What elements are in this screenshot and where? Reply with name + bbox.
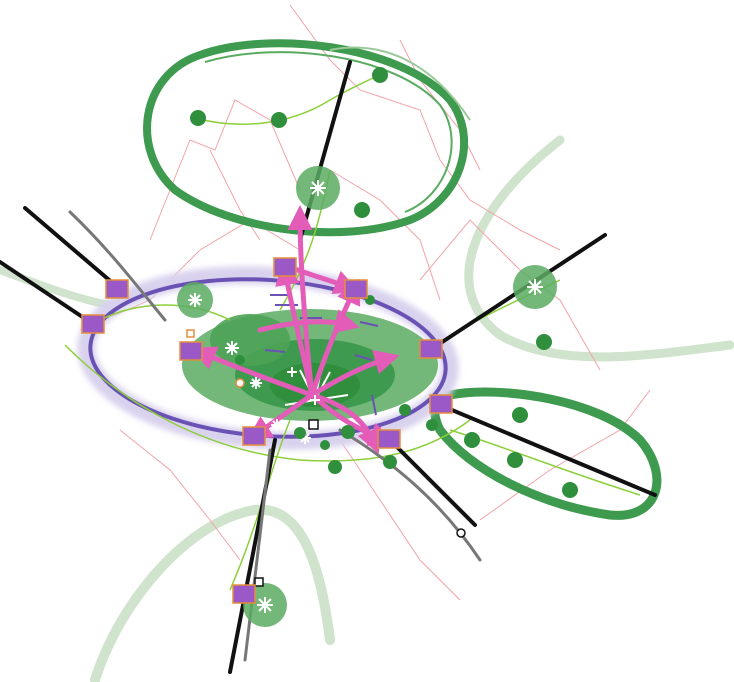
green-dot-icon [512,407,528,423]
green-dot-icon [426,419,438,431]
black-line [298,60,352,242]
hub-stars [188,180,543,613]
purple-square-connector [179,341,203,361]
green-dot-icon [320,440,330,450]
pale-sweep-bottom-left [90,504,335,682]
green-dot-icon [190,110,206,126]
top-ring-curve [194,71,386,125]
green-dot-icon [354,202,370,218]
green-dot-icon [507,452,523,468]
pink-line [479,389,651,521]
right-ring-cluster [430,387,662,520]
top-ring-tail [329,46,471,121]
top-ring-inner-stroke [204,51,453,213]
arrow [287,205,315,398]
lime-curve [64,344,471,462]
black-line [0,260,92,324]
green-dot-icon [383,455,397,469]
arrow [309,392,382,455]
orange-marker-icon [235,378,245,388]
green-dot-icon [536,334,552,350]
central-blob-lobe [210,314,290,366]
markers [186,329,466,587]
green-dot-icon [562,482,578,498]
asterisk-star-icon [257,597,273,613]
pink-line [209,149,261,241]
pale-sweep-right [464,135,734,362]
green-dot-icon [464,432,480,448]
black-line [438,403,657,497]
pink-line [149,99,301,241]
purple-square-connector [232,584,256,604]
black-line [23,206,117,287]
top-ring-stroke [143,39,469,237]
tick [371,394,377,416]
asterisk-star-icon [271,419,283,431]
arrow [257,309,360,334]
green-dot-icon [271,112,287,128]
thick-lines [0,60,657,674]
top-ring-cluster [143,39,471,237]
purple-square-connector [377,429,401,449]
asterisk-star-icon [225,341,239,355]
pink-line [119,429,241,561]
arrow [190,346,315,398]
orange-marker-icon [186,329,195,338]
green-dot-icon [399,404,411,416]
purple-square-connector [105,279,129,299]
purple-square-connector [344,279,368,299]
asterisk-star-icon [287,367,297,377]
lime-curve [99,304,231,321]
green-dots [190,67,578,498]
connectors [81,257,453,604]
grey-line [68,210,167,322]
green-dot-icon [294,427,306,439]
purple-square-connector [429,394,453,414]
purple-square-connector [273,257,297,277]
pale-sweep-left-shadow [0,266,114,309]
right-ring-stroke [430,387,662,520]
green-dot-icon [235,355,245,365]
green-dot-icon [328,460,342,474]
tick [354,354,373,361]
purple-square-connector [81,314,105,334]
white-ring-marker-icon [456,528,466,538]
asterisk-star-icon [310,180,326,196]
asterisk-star-icon [527,279,543,295]
pink-line [289,4,561,251]
purple-square-connector [419,339,443,359]
white-square-marker-icon [308,419,319,430]
asterisk-star-icon [250,377,262,389]
pink-line [419,219,601,371]
pink-line [339,439,461,601]
white-square-marker-icon [254,577,264,587]
tick [359,321,379,327]
black-line [388,438,477,527]
green-dot-icon [372,67,388,83]
arrow [309,350,400,398]
pale-sweep-strokes [0,135,734,682]
grey-line [243,448,272,662]
tick [264,349,286,353]
purple-square-connector [242,426,266,446]
asterisk-star-icon [188,293,202,307]
green-dot-icon [341,425,355,439]
asterisk-star-icon [310,395,320,405]
